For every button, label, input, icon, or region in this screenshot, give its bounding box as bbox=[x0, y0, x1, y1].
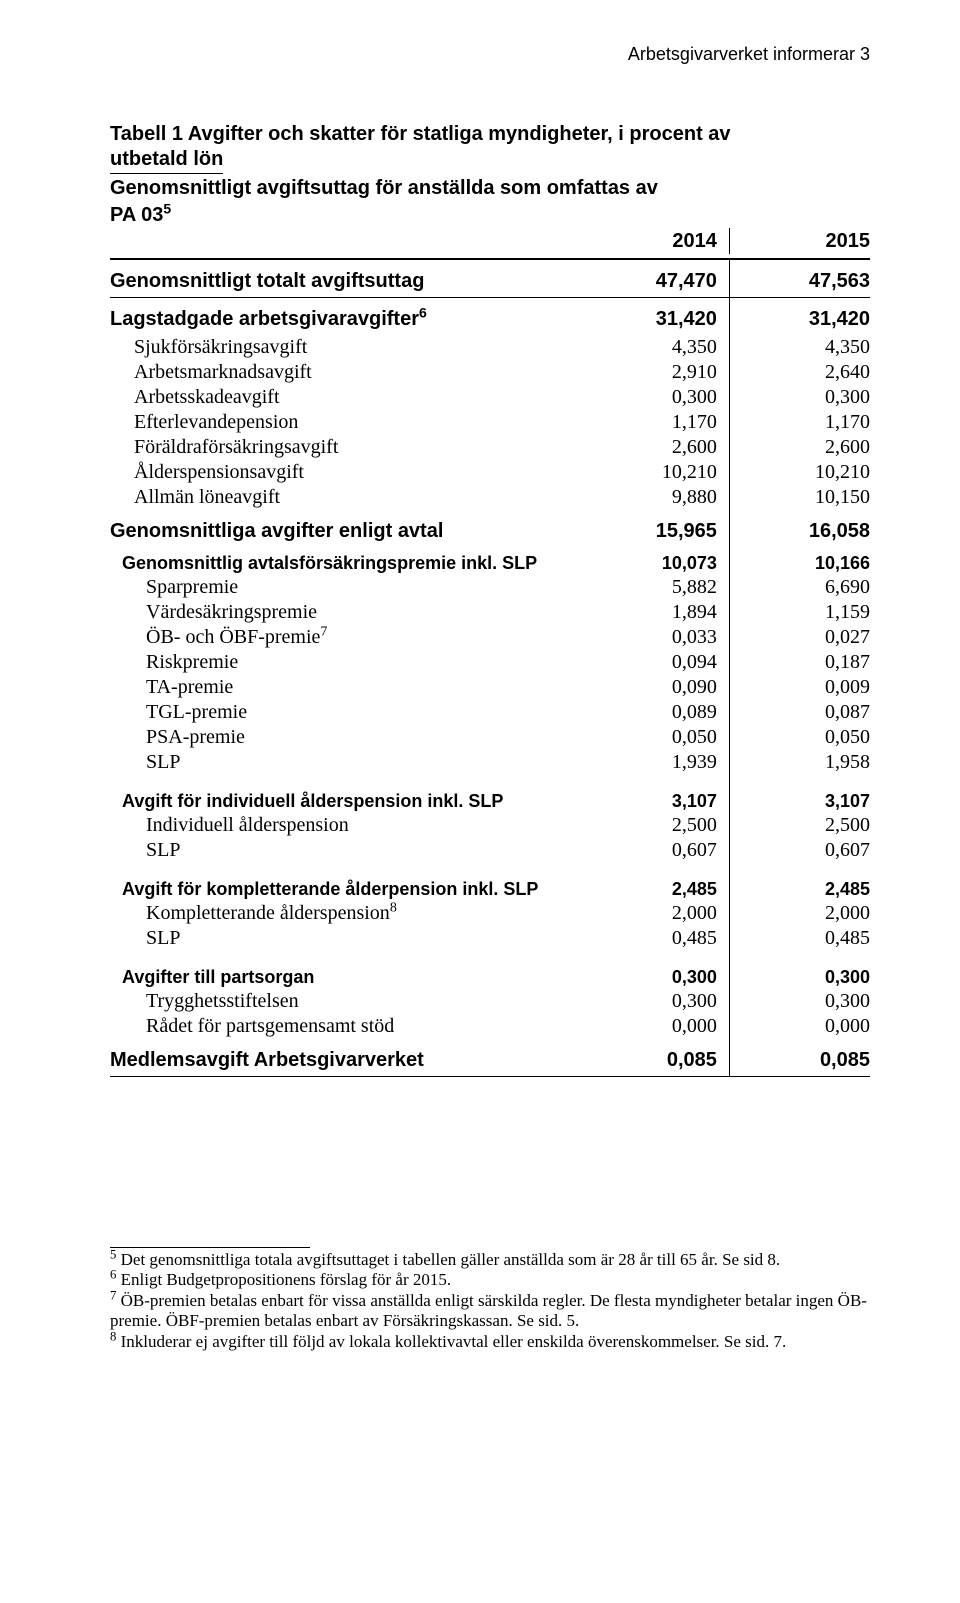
lag-v2: 31,420 bbox=[729, 298, 870, 335]
sub3-label: Avgift för kompletterande ålderpension i… bbox=[110, 873, 589, 901]
table-row: Allmän löneavgift bbox=[110, 485, 589, 510]
table-row: Individuell ålderspension bbox=[110, 813, 589, 838]
total-v1: 47,470 bbox=[589, 260, 730, 297]
year-2014: 2014 bbox=[589, 228, 730, 254]
table-row: Arbetsmarknadsavgift bbox=[110, 360, 589, 385]
table-row: TGL-premie bbox=[110, 700, 589, 725]
medlem-v1: 0,085 bbox=[589, 1039, 730, 1076]
avtal-label: Genomsnittliga avgifter enligt avtal bbox=[110, 510, 589, 547]
avtal-v1: 15,965 bbox=[589, 510, 730, 547]
total-v2: 47,563 bbox=[729, 260, 870, 297]
table-row: TA-premie bbox=[110, 675, 589, 700]
table-row: Riskpremie bbox=[110, 650, 589, 675]
table-row: SLP bbox=[110, 750, 589, 775]
lag-v1: 31,420 bbox=[589, 298, 730, 335]
lag-label: Lagstadgade arbetsgivaravgifter6 bbox=[110, 298, 589, 335]
table-row: Sjukförsäkringsavgift bbox=[110, 335, 589, 360]
page-header: Arbetsgivarverket informerar 3 bbox=[628, 44, 870, 65]
table-row: SLP bbox=[110, 926, 589, 951]
footnotes: 5 Det genomsnittliga totala avgiftsuttag… bbox=[110, 1250, 870, 1352]
footnote-separator bbox=[110, 1247, 310, 1248]
fee-table: 2014 2015 Genomsnittligt totalt avgiftsu… bbox=[110, 228, 870, 1077]
table-row: SLP bbox=[110, 838, 589, 863]
medlem-v2: 0,085 bbox=[729, 1039, 870, 1076]
sub4-label: Avgifter till partsorgan bbox=[110, 961, 589, 989]
subtitle-line1: Genomsnittligt avgiftsuttag för anställd… bbox=[110, 176, 870, 201]
footnote-8: Inkluderar ej avgifter till följd av lok… bbox=[121, 1332, 787, 1351]
footnote-7: ÖB-premien betalas enbart för vissa anst… bbox=[110, 1291, 867, 1330]
table-title-line2: utbetald lön bbox=[110, 147, 223, 174]
subtitle-line2: PA 035 bbox=[110, 203, 870, 228]
table-row: Värdesäkringspremie bbox=[110, 600, 589, 625]
table-title-line1: Tabell 1 Avgifter och skatter för statli… bbox=[110, 122, 870, 147]
table-row: ÖB- och ÖBF-premie7 bbox=[110, 625, 589, 650]
sub2-label: Avgift för individuell ålderspension ink… bbox=[110, 785, 589, 813]
year-2015: 2015 bbox=[729, 228, 870, 254]
table-row: Trygghetsstiftelsen bbox=[110, 989, 589, 1014]
table-row: Sparpremie bbox=[110, 575, 589, 600]
table-row: Ålderspensionsavgift bbox=[110, 460, 589, 485]
sub1-label: Genomsnittlig avtalsförsäkringspremie in… bbox=[110, 547, 589, 575]
table-row: Efterlevandepension bbox=[110, 410, 589, 435]
medlem-label: Medlemsavgift Arbetsgivarverket bbox=[110, 1039, 589, 1076]
table-row: PSA-premie bbox=[110, 725, 589, 750]
footnote-5: Det genomsnittliga totala avgiftsuttaget… bbox=[121, 1250, 781, 1269]
avtal-v2: 16,058 bbox=[729, 510, 870, 547]
footnote-6: Enligt Budgetpropositionens förslag för … bbox=[121, 1270, 452, 1289]
table-row: Rådet för partsgemensamt stöd bbox=[110, 1014, 589, 1039]
table-row: Föräldraförsäkringsavgift bbox=[110, 435, 589, 460]
total-label: Genomsnittligt totalt avgiftsuttag bbox=[110, 260, 589, 297]
table-row: Arbetsskadeavgift bbox=[110, 385, 589, 410]
table-row: Kompletterande ålderspension8 bbox=[110, 901, 589, 926]
